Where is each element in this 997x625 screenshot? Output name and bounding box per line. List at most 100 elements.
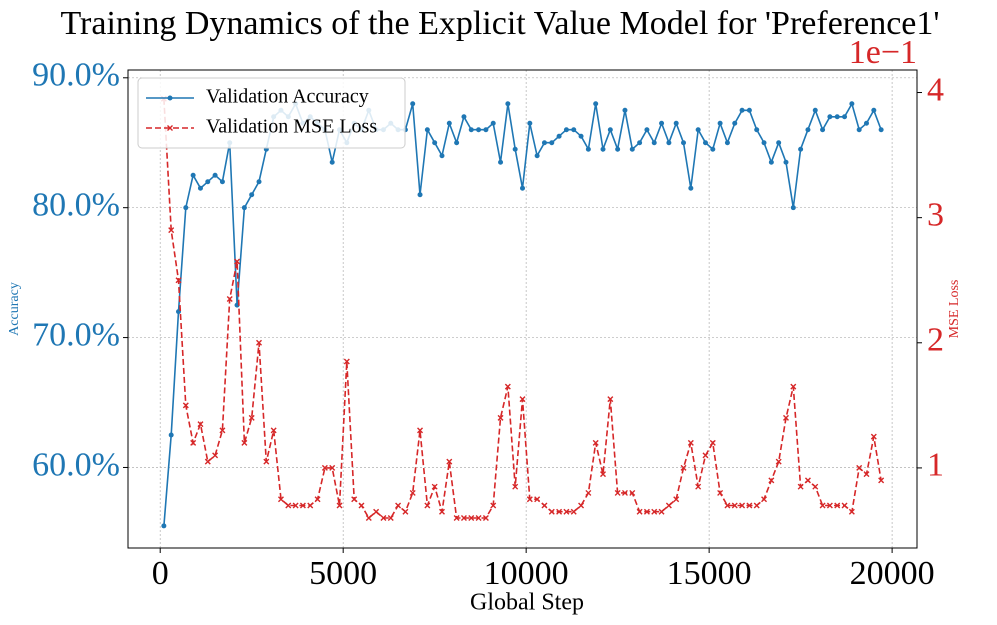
data-point (863, 471, 870, 478)
data-point (659, 120, 665, 126)
data-point (710, 146, 716, 152)
data-point (380, 514, 387, 521)
data-point (526, 496, 533, 503)
data-point (856, 464, 863, 471)
data-point (842, 114, 848, 120)
data-point (468, 514, 475, 521)
y2-tick-label: 3 (927, 196, 944, 233)
data-point (702, 140, 708, 146)
data-point (512, 146, 518, 152)
data-point (504, 383, 511, 390)
data-point (387, 514, 394, 521)
data-point (321, 464, 328, 471)
data-point (841, 502, 848, 509)
data-point (285, 502, 292, 509)
data-point (790, 383, 797, 390)
data-point (336, 502, 343, 509)
data-point (688, 185, 694, 191)
plot-frame (127, 69, 918, 549)
data-point (343, 358, 350, 365)
data-point (761, 140, 767, 146)
data-point (277, 496, 284, 503)
data-point (629, 489, 636, 496)
y-tick-label: 90.0% (32, 57, 120, 94)
legend-label: Validation Accuracy (206, 86, 369, 108)
data-point (578, 502, 585, 509)
data-point (424, 502, 431, 509)
data-point (241, 439, 248, 446)
data-point (438, 508, 445, 515)
data-point (490, 120, 496, 126)
data-point (643, 508, 650, 515)
data-point (607, 396, 614, 403)
chart-title: Training Dynamics of the Explicit Value … (60, 5, 939, 42)
data-point (856, 127, 862, 133)
data-point (739, 107, 745, 113)
data-point (761, 496, 768, 503)
y2-offset-label: 1e−1 (849, 34, 917, 71)
data-point (476, 127, 482, 133)
data-point (798, 146, 804, 152)
data-point (680, 464, 687, 471)
data-point (307, 502, 314, 509)
data-point (717, 120, 723, 126)
legend-box (137, 77, 406, 149)
data-point (226, 295, 233, 302)
data-point (805, 127, 811, 133)
y-tick-label: 60.0% (32, 446, 120, 483)
data-point (629, 146, 635, 152)
data-point (753, 502, 760, 509)
data-point (520, 185, 525, 191)
data-point (563, 508, 570, 515)
x-tick-label: 20000 (850, 555, 935, 592)
data-point (848, 508, 855, 515)
data-point (212, 172, 218, 178)
data-point (541, 502, 548, 509)
data-point (270, 427, 277, 434)
data-point (168, 432, 174, 438)
legend-marker (167, 125, 173, 131)
data-point (819, 502, 826, 509)
data-point (549, 140, 555, 146)
data-point (249, 192, 255, 198)
data-point (497, 414, 504, 421)
data-point (329, 464, 336, 471)
data-point (812, 483, 819, 490)
data-point (234, 258, 241, 265)
x-tick-label: 15000 (667, 555, 752, 592)
x-tick-label: 0 (152, 555, 169, 592)
data-point (432, 140, 438, 146)
data-point (782, 414, 789, 421)
data-point (621, 489, 628, 496)
data-point (358, 502, 365, 509)
data-point (241, 205, 247, 211)
data-point (870, 433, 877, 440)
data-point (417, 192, 423, 198)
data-point (827, 114, 833, 120)
data-point (548, 508, 555, 515)
data-point (475, 514, 482, 521)
data-point (651, 508, 658, 515)
data-point (775, 458, 782, 465)
data-point (578, 133, 584, 139)
data-point (600, 146, 606, 152)
data-point (248, 414, 255, 421)
data-point (292, 502, 299, 509)
data-point (556, 508, 563, 515)
data-point (395, 502, 402, 509)
data-point (812, 107, 818, 113)
data-point (190, 172, 196, 178)
data-point (826, 502, 833, 509)
data-point (556, 133, 562, 139)
data-point (299, 502, 306, 509)
data-point (541, 140, 547, 146)
data-point (666, 140, 672, 146)
data-point (681, 140, 687, 146)
data-point (731, 502, 738, 509)
data-point (527, 120, 533, 126)
data-point (724, 140, 730, 146)
data-point (373, 508, 380, 515)
legend-label: Validation MSE Loss (206, 116, 377, 138)
data-point (454, 140, 460, 146)
y-tick-label: 80.0% (32, 186, 120, 223)
